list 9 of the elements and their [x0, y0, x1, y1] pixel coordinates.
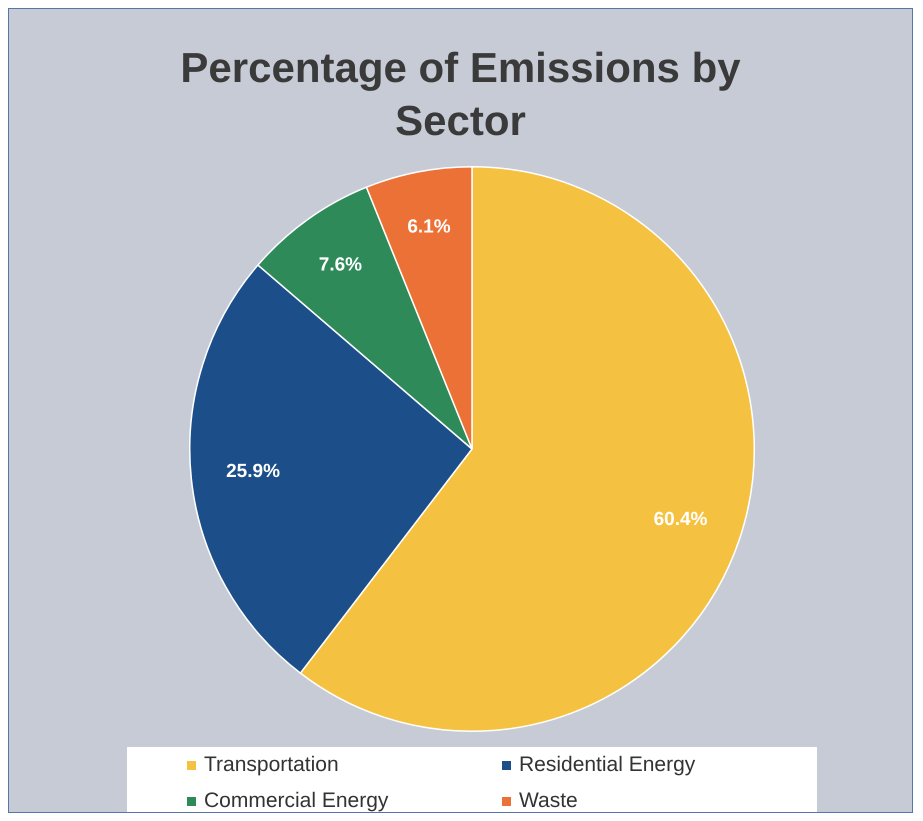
legend-label: Waste [519, 789, 578, 813]
data-label: 6.1% [407, 216, 451, 238]
legend-label: Commercial Energy [204, 789, 388, 813]
chart-title: Percentage of Emissions by Sector [179, 43, 742, 146]
legend-label: Residential Energy [519, 753, 696, 777]
data-label: 25.9% [226, 461, 280, 482]
data-label: 7.6% [318, 254, 362, 276]
data-label: 60.4% [654, 508, 708, 530]
legend-label: Transportation [204, 753, 339, 777]
